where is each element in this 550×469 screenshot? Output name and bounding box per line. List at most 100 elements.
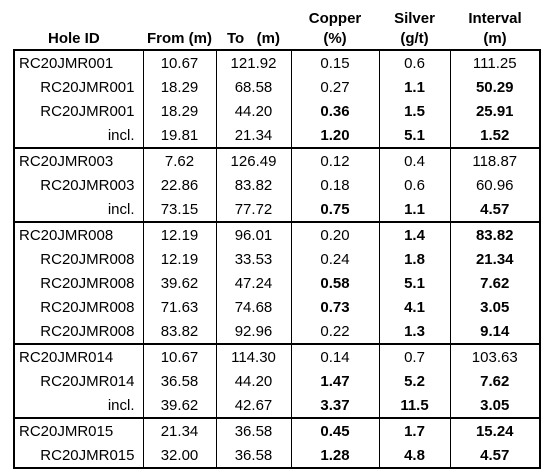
cell-hole-id: RC20JMR001 [13,75,144,99]
cell-silver: 5.2 [378,369,451,393]
cell-to: 83.82 [215,173,292,197]
cell-copper: 0.75 [290,197,380,222]
cell-to: 36.58 [215,417,292,443]
cell-hole-id: RC20JMR008 [13,221,144,247]
cell-to: 44.20 [215,99,292,123]
cell-copper: 0.22 [290,319,380,344]
table-row: RC20JMR008 83.82 92.96 0.22 1.3 9.14 [13,319,541,344]
header-copper-name: Copper [308,10,362,27]
cell-interval: 15.24 [449,417,541,443]
cell-silver: 1.3 [378,319,451,344]
header-from: From (m) [147,30,212,47]
table-row: RC20JMR001 18.29 44.20 0.36 1.5 25.91 [13,99,541,123]
cell-to: 36.58 [215,443,292,469]
cell-from: 32.00 [142,443,217,469]
cell-copper: 0.36 [290,99,380,123]
cell-to: 44.20 [215,369,292,393]
cell-hole-id: RC20JMR014 [13,343,144,369]
cell-silver: 5.1 [378,271,451,295]
cell-interval: 4.57 [449,197,541,222]
cell-from: 10.67 [142,49,217,75]
cell-silver: 1.8 [378,247,451,271]
cell-copper: 0.18 [290,173,380,197]
table-row: RC20JMR008 12.19 96.01 0.20 1.4 83.82 [13,221,541,247]
cell-silver: 0.7 [378,343,451,369]
cell-from: 73.15 [142,197,217,222]
cell-to: 21.34 [215,123,292,148]
cell-from: 22.86 [142,173,217,197]
cell-interval: 4.57 [449,443,541,469]
cell-from: 7.62 [142,147,217,173]
cell-interval: 3.05 [449,295,541,319]
cell-hole-id: RC20JMR014 [13,369,144,393]
cell-silver: 0.4 [378,147,451,173]
table-row: incl. 39.62 42.67 3.37 11.5 3.05 [13,393,541,418]
cell-to: 42.67 [215,393,292,418]
cell-to: 126.49 [215,147,292,173]
header-silver-unit: (g/t) [400,30,429,47]
cell-silver: 5.1 [378,123,451,148]
cell-interval: 103.63 [449,343,541,369]
cell-interval: 60.96 [449,173,541,197]
table-row: RC20JMR001 10.67 121.92 0.15 0.6 111.25 [13,49,541,75]
cell-to: 96.01 [215,221,292,247]
cell-silver: 0.6 [378,49,451,75]
cell-copper: 0.15 [290,49,380,75]
cell-from: 12.19 [142,247,217,271]
cell-from: 39.62 [142,393,217,418]
cell-interval: 9.14 [449,319,541,344]
cell-silver: 1.1 [378,197,451,222]
cell-copper: 0.45 [290,417,380,443]
cell-hole-id: RC20JMR001 [13,99,144,123]
cell-to: 33.53 [215,247,292,271]
table-row: RC20JMR008 71.63 74.68 0.73 4.1 3.05 [13,295,541,319]
cell-interval: 83.82 [449,221,541,247]
cell-copper: 0.12 [290,147,380,173]
cell-copper: 0.14 [290,343,380,369]
cell-from: 18.29 [142,75,217,99]
cell-hole-id: RC20JMR003 [13,147,144,173]
cell-from: 18.29 [142,99,217,123]
table-row: RC20JMR001 18.29 68.58 0.27 1.1 50.29 [13,75,541,99]
table-row: RC20JMR003 7.62 126.49 0.12 0.4 118.87 [13,147,541,173]
cell-hole-id: RC20JMR008 [13,271,144,295]
table-body: RC20JMR001 10.67 121.92 0.15 0.6 111.25 RC20JM… [13,49,541,469]
cell-hole-id: RC20JMR015 [13,417,144,443]
cell-interval: 50.29 [449,75,541,99]
header-hole-id: Hole ID [48,30,100,47]
cell-copper: 1.28 [290,443,380,469]
cell-silver: 1.1 [378,75,451,99]
cell-silver: 1.5 [378,99,451,123]
table-row: incl. 73.15 77.72 0.75 1.1 4.57 [13,197,541,222]
table-header: Hole ID From (m) To (m) Copper (%) Silve… [14,5,540,50]
cell-interval: 25.91 [449,99,541,123]
cell-interval: 118.87 [449,147,541,173]
header-silver: Silver (g/t) [379,5,450,50]
header-interval-unit: (m) [483,30,507,47]
table-row: RC20JMR003 22.86 83.82 0.18 0.6 60.96 [13,173,541,197]
drill-results-table: Hole ID From (m) To (m) Copper (%) Silve… [13,5,541,469]
header-interval-name: Interval [468,10,522,27]
cell-copper: 0.24 [290,247,380,271]
cell-silver: 1.7 [378,417,451,443]
cell-interval: 3.05 [449,393,541,418]
cell-interval: 1.52 [449,123,541,148]
cell-silver: 0.6 [378,173,451,197]
cell-hole-id: incl. [13,197,144,222]
cell-from: 39.62 [142,271,217,295]
cell-from: 36.58 [142,369,217,393]
cell-from: 83.82 [142,319,217,344]
drill-results-table-container: Hole ID From (m) To (m) Copper (%) Silve… [13,5,541,469]
cell-to: 77.72 [215,197,292,222]
cell-silver: 11.5 [378,393,451,418]
header-copper-unit: (%) [323,30,347,47]
cell-copper: 1.20 [290,123,380,148]
table-row: RC20JMR008 12.19 33.53 0.24 1.8 21.34 [13,247,541,271]
cell-to: 121.92 [215,49,292,75]
cell-copper: 0.20 [290,221,380,247]
cell-copper: 0.58 [290,271,380,295]
cell-to: 92.96 [215,319,292,344]
table-row: RC20JMR014 36.58 44.20 1.47 5.2 7.62 [13,369,541,393]
cell-to: 114.30 [215,343,292,369]
cell-hole-id: RC20JMR001 [13,49,144,75]
